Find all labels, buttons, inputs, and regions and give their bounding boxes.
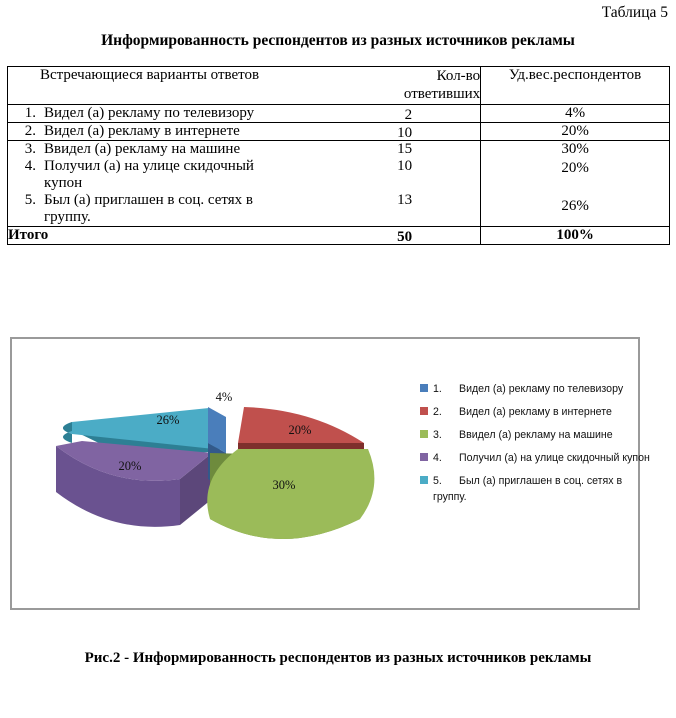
legend-label-4: 4. Получил (а) на улице скидочный купон [433,450,650,466]
pie-slice-4[interactable] [56,441,212,527]
row-4-percent-spacer [481,179,669,198]
legend-item-5[interactable]: 5. Был (а) приглашен в соц. сетях в групп… [420,473,650,505]
row-1-percent: 4% [480,103,670,123]
legend-swatch-icon-3 [420,430,428,439]
pie-slice-4-top [56,441,212,481]
row-4-percent: 20% [561,159,589,176]
respondents-table: Встречающиеся варианты ответов Кол-во от… [6,66,670,245]
header-count-line1: Кол-во [436,68,481,84]
total-count: 50 [397,228,413,245]
pie-slice-5-edge [63,422,72,443]
row-5-percent: 26% [561,197,589,214]
row-2-count: 10 [397,124,413,141]
pie-label-2: 20% [289,423,312,437]
total-percent: 100% [480,225,670,245]
row-1-label: Видел (а) рекламу по телевизору [44,104,255,121]
table-row: 1. Видел (а) рекламу по телевизору 2 4% [6,103,670,123]
legend-swatch-icon-2 [420,407,428,416]
legend-item-2[interactable]: 2. Видел (а) рекламу в интернете [420,404,650,420]
table-total-row: Итого 50 100% [6,225,670,245]
legend-text-3: Ввидел (а) рекламу на машине [459,429,613,442]
row-2-number: 2. [24,122,36,139]
row-5-number: 5. [24,191,36,208]
legend-swatch-icon-4 [420,453,428,462]
row-3-line: 3. Ввидел (а) рекламу на машине 15 [8,141,480,158]
table-row: 3. Ввидел (а) рекламу на машине 15 4. По… [6,139,670,227]
pie-label-1: 4% [216,390,233,404]
row-4-label: Получил (а) на улице скидочный [44,157,254,174]
legend-number-5: 5. [433,475,442,488]
legend-label-2: 2. Видел (а) рекламу в интернете [433,404,650,420]
row-2-answer-cell: 2. Видел (а) рекламу в интернете 10 [6,121,482,141]
table-title: Информированность респондентов из разных… [101,32,575,49]
header-cell-answers-and-count: Встречающиеся варианты ответов Кол-во от… [6,66,482,105]
row-4-line: 4. Получил (а) на улице скидочный 10 [8,158,480,175]
pie-slice-3[interactable] [207,449,375,539]
header-label-answers: Встречающиеся варианты ответов [40,67,260,83]
row-1-number: 1. [24,104,36,121]
pie-slice-1-top [208,407,226,453]
row-5-label-continuation: группу. [44,208,91,225]
legend-number-2: 2. [433,406,442,419]
table-header-row: Встречающиеся варианты ответов Кол-во от… [6,66,670,105]
table-row: 2. Видел (а) рекламу в интернете 10 20% [6,121,670,141]
legend-swatch-icon-5 [420,476,428,485]
pie-slice-3-top [207,449,375,539]
pie-slice-5-top [63,408,221,449]
pie-slice-4-side-left [56,446,180,527]
legend-label-5: 5. Был (а) приглашен в соц. сетях в групп… [433,473,650,505]
table-number-label: Таблица 5 [601,4,668,21]
row-4-number: 4. [24,157,36,174]
pie-label-4: 20% [119,459,142,473]
header-count-line2: ответивших [403,86,481,103]
legend-swatch-icon-1 [420,384,428,392]
pie-chart: 4% 20% 30% 20% 26% [12,339,432,608]
total-label: Итого [8,226,49,243]
legend-number-1: 1. [433,383,442,395]
pie-slice-5[interactable] [63,408,221,459]
row-3-number: 3. [24,140,36,157]
legend-item-3[interactable]: 3. Ввидел (а) рекламу на машине [420,427,650,443]
chart-frame: 4% 20% 30% 20% 26% 1. Видел (а) рекламу п… [10,337,650,610]
row-2-label: Видел (а) рекламу в интернете [44,122,240,139]
rows-3-5-percent-cell: 30% 20% 26% [480,139,670,227]
pie-slice-2-top [238,407,364,443]
legend-text-4: Получил (а) на улице скидочный купон [459,452,650,465]
row-3-label: Ввидел (а) рекламу на машине [44,140,241,157]
legend-label-3: 3. Ввидел (а) рекламу на машине [433,427,650,443]
legend-text-1: Видел (а) рекламу по телевизору [459,383,624,395]
legend-label-1: 1. Видел (а) рекламу по телевизору [433,381,650,397]
legend-text-2: Видел (а) рекламу в интернете [459,406,612,419]
legend-item-1[interactable]: 1. Видел (а) рекламу по телевизору [420,381,650,397]
row-5-label: Был (а) приглашен в соц. сетях в [44,191,254,208]
row-1-count: 2 [404,106,413,123]
row-4-label-continuation: купон [44,174,83,191]
row-2-percent: 20% [480,121,670,141]
legend-number-4: 4. [433,452,442,465]
row-1-answer-cell: 1. Видел (а) рекламу по телевизору 2 [6,103,482,123]
header-cell-share: Уд.вес.респондентов [480,66,670,105]
legend-text-5: Был (а) приглашен в соц. сетях в группу. [433,475,623,504]
pie-chart-svg: 4% 20% 30% 20% 26% [56,390,375,539]
row-5-line: 5. Был (а) приглашен в соц. сетях в 13 [8,192,480,209]
figure-caption: Рис.2 - Информированность респондентов и… [84,650,592,666]
row-3-count: 15 [397,140,413,157]
legend-item-4[interactable]: 4. Получил (а) на улице скидочный купон [420,450,650,466]
pie-label-3: 30% [273,478,296,492]
pie-slice-4-side-right [180,453,212,525]
chart-legend: 1. Видел (а) рекламу по телевизору 2. Виде… [420,381,650,513]
header-label-count: Кол-во ответивших [404,67,480,104]
pie-label-5: 26% [157,413,180,427]
legend-number-3: 3. [433,429,442,442]
total-label-cell: Итого 50 [6,225,482,245]
rows-3-5-answer-cell: 3. Ввидел (а) рекламу на машине 15 4. По… [6,139,482,227]
row-3-percent: 30% [561,140,589,157]
row-4-count: 10 [397,157,413,174]
row-5-count: 13 [397,191,413,208]
